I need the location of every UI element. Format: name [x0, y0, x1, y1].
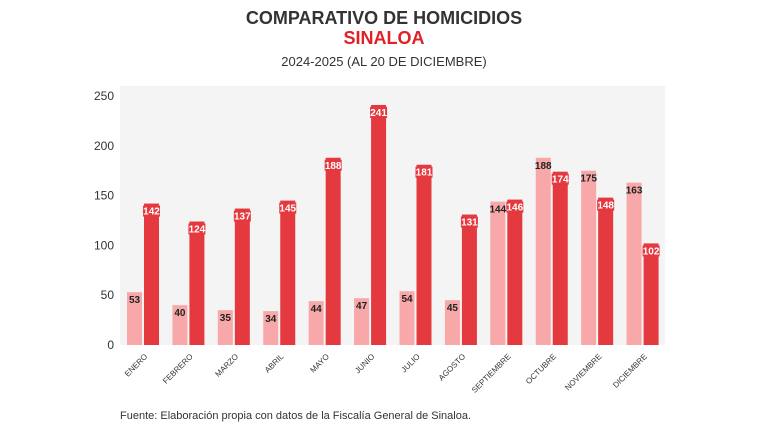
bar [354, 298, 370, 345]
bar [535, 157, 551, 345]
x-tick-label: SEPTIEMBRE [470, 352, 513, 395]
x-tick-label: FEBRERO [161, 352, 195, 386]
data-label: 131 [461, 218, 478, 229]
bar [308, 301, 324, 345]
chart-period: 2024-2025 (AL 20 DE DICIEMBRE) [281, 54, 487, 69]
bar [399, 291, 415, 345]
bar [552, 171, 568, 345]
chart-subtitle: SINALOA [343, 28, 425, 48]
data-label-bg [460, 216, 478, 228]
data-label: 181 [416, 168, 433, 179]
y-tick-label: 150 [94, 189, 114, 203]
bar [234, 208, 250, 345]
data-label-bg [642, 245, 660, 257]
data-label: 34 [265, 314, 277, 325]
x-tick-label: NOVIEMBRE [563, 352, 603, 392]
data-label-bg [415, 166, 433, 178]
y-tick-label: 200 [94, 139, 114, 153]
x-tick-label: AGOSTO [437, 352, 467, 382]
bar [598, 197, 614, 345]
bar [444, 300, 460, 345]
data-label: 144 [489, 205, 506, 216]
data-label-bg [551, 173, 569, 185]
x-tick-label: DICIEMBRE [611, 352, 649, 390]
data-label: 148 [597, 201, 614, 212]
data-label-bg [279, 202, 297, 214]
bar [172, 305, 188, 345]
bar [461, 214, 477, 345]
data-label: 175 [580, 174, 597, 185]
bar [581, 170, 597, 345]
bar [263, 311, 279, 345]
x-tick-label: JULIO [399, 352, 421, 374]
y-tick-label: 50 [101, 288, 115, 302]
bar [643, 243, 659, 345]
plot-area [120, 86, 665, 345]
x-tick-label: ENERO [123, 352, 149, 378]
data-label: 163 [626, 186, 643, 197]
data-label: 137 [234, 212, 251, 223]
source-note: Fuente: Elaboración propia con datos de … [120, 410, 471, 422]
data-label: 241 [370, 108, 387, 119]
x-tick-label: MAYO [308, 352, 331, 375]
data-label: 188 [325, 161, 342, 172]
data-label: 145 [279, 204, 296, 215]
data-label: 102 [643, 246, 660, 257]
data-label: 40 [174, 308, 186, 319]
bar [416, 164, 432, 345]
data-label: 174 [552, 175, 569, 186]
x-tick-label: JUNIO [353, 352, 376, 375]
x-tick-label: MARZO [213, 352, 240, 379]
bar [127, 292, 142, 345]
bar [280, 200, 296, 345]
data-label: 47 [356, 301, 368, 312]
bar [217, 310, 233, 345]
data-label-bg [188, 223, 206, 235]
data-label: 45 [447, 303, 459, 314]
data-label: 53 [129, 295, 141, 306]
chart-title: COMPARATIVO DE HOMICIDIOS [245, 8, 523, 28]
bar [189, 221, 205, 345]
x-tick-label: ABRIL [263, 352, 286, 375]
data-label: 188 [535, 161, 552, 172]
data-label: 124 [189, 224, 206, 235]
data-label-bg [597, 199, 615, 211]
bar [371, 104, 387, 346]
data-label-bg [324, 159, 342, 171]
y-tick-label: 100 [94, 238, 114, 252]
data-label-bg [143, 205, 160, 217]
data-label: 54 [401, 294, 413, 305]
x-tick-label: OCTUBRE [524, 352, 558, 386]
bar [490, 201, 506, 345]
data-label-bg [370, 106, 388, 118]
data-label: 44 [311, 304, 323, 315]
data-label-bg [506, 201, 524, 213]
bar [507, 199, 523, 345]
y-tick-label: 0 [107, 338, 114, 352]
data-label: 142 [143, 207, 160, 218]
data-label: 35 [220, 313, 232, 324]
data-label-bg [233, 210, 251, 222]
y-tick-label: 250 [94, 89, 114, 103]
bar [144, 203, 159, 345]
bar [325, 157, 341, 345]
bar [626, 182, 642, 345]
data-label: 146 [506, 203, 523, 214]
